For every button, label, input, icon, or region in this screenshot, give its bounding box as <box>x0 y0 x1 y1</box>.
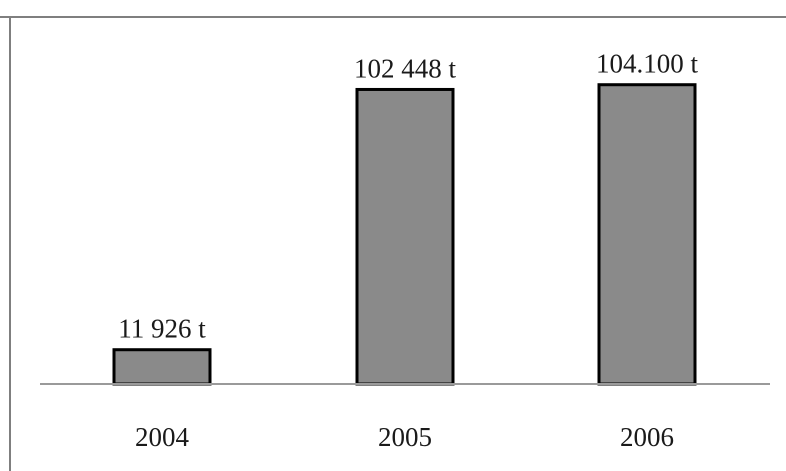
bar-2006 <box>597 83 697 386</box>
x-tick-label-2006: 2006 <box>620 422 674 452</box>
data-label-2006: 104.100 t <box>596 49 699 79</box>
x-tick-label-2004: 2004 <box>135 422 190 452</box>
x-tick-label-2005: 2005 <box>378 422 432 452</box>
x-tick-labels: 2004 2005 2006 <box>135 422 674 452</box>
bars-layer <box>112 83 697 386</box>
data-label-2005: 102 448 t <box>354 53 457 83</box>
bar-2005 <box>355 87 455 386</box>
labels-layer: 11 926 t 102 448 t 104.100 t <box>118 49 698 344</box>
bar-2004 <box>112 348 212 386</box>
data-label-2004: 11 926 t <box>118 314 206 344</box>
